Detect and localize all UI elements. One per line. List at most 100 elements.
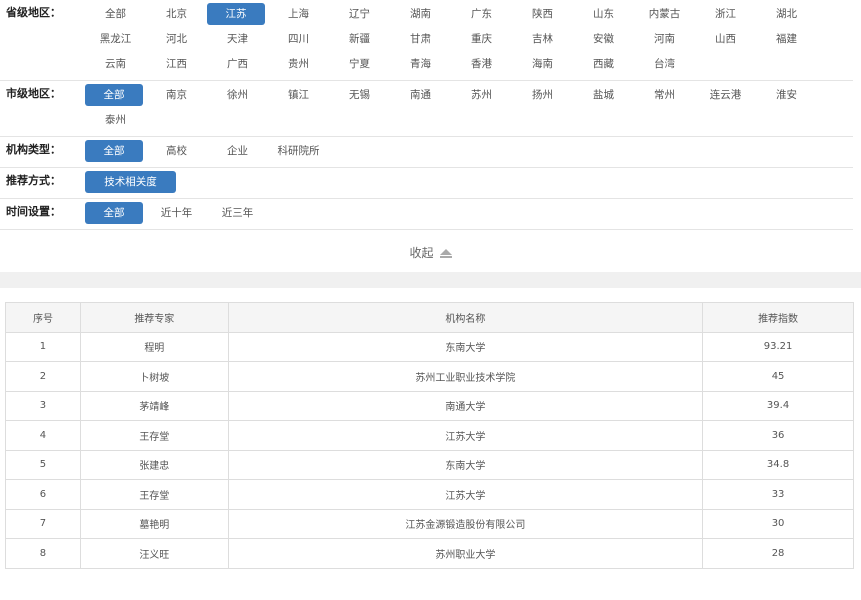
filter-option[interactable]: 天津: [227, 33, 248, 45]
filter-option[interactable]: 淮安: [776, 89, 797, 101]
table-row[interactable]: 5 张建忠 东南大学 34.8: [5, 449, 854, 480]
table-row[interactable]: 1 程明 东南大学 93.21: [5, 331, 854, 362]
table-cell: 苏州职业大学: [227, 538, 704, 569]
filter-option[interactable]: 内蒙古: [648, 8, 681, 20]
filter-option[interactable]: 近三年: [221, 207, 254, 219]
filter-option[interactable]: 苏州: [471, 89, 492, 101]
table-cell: 36: [702, 420, 854, 451]
table-cell: 王存堂: [79, 420, 229, 451]
filter-option[interactable]: 盐城: [593, 89, 614, 101]
filter-option[interactable]: 重庆: [471, 33, 492, 45]
table-cell: 5: [5, 449, 81, 480]
filter-option[interactable]: 浙江: [715, 8, 736, 20]
table-row[interactable]: 4 王存堂 江苏大学 36: [5, 420, 854, 451]
table-row[interactable]: 7 墓艳明 江苏金源锻造股份有限公司 30: [5, 508, 854, 539]
filter-option[interactable]: 企业: [227, 145, 248, 157]
table-cell: 张建忠: [79, 449, 229, 480]
table-row[interactable]: 3 茅靖峰 南通大学 39.4: [5, 390, 854, 421]
table-cell: 程明: [79, 331, 229, 362]
filter-option[interactable]: 南通: [410, 89, 431, 101]
filter-option[interactable]: 全部: [85, 202, 143, 224]
filter-option[interactable]: 常州: [654, 89, 675, 101]
filter-option[interactable]: 西藏: [593, 58, 614, 70]
table-row[interactable]: 6 王存堂 江苏大学 33: [5, 479, 854, 510]
table-cell: 茅靖峰: [79, 390, 229, 421]
filter-option[interactable]: 上海: [288, 8, 309, 20]
collapse-label: 收起: [409, 246, 434, 260]
table-cell: 45: [702, 361, 854, 392]
filter-option[interactable]: 镇江: [288, 89, 309, 101]
table-cell: 7: [5, 508, 81, 539]
filter-option[interactable]: 全部: [105, 8, 126, 20]
filter-option[interactable]: 全部: [85, 84, 143, 106]
filter-option[interactable]: 广东: [471, 8, 492, 20]
table-cell: 苏州工业职业技术学院: [227, 361, 704, 392]
column-header[interactable]: 推荐指数: [702, 302, 854, 333]
filter-option[interactable]: 技术相关度: [85, 171, 176, 193]
table-cell: 东南大学: [227, 331, 704, 362]
filter-option[interactable]: 宁夏: [349, 58, 370, 70]
filter-option[interactable]: 湖南: [410, 8, 431, 20]
filter-option[interactable]: 近十年: [160, 207, 193, 219]
filter-option[interactable]: 江西: [166, 58, 187, 70]
table-cell: 墓艳明: [79, 508, 229, 539]
table-cell: 30: [702, 508, 854, 539]
filter-label: 省级地区：: [6, 6, 61, 19]
filter-option[interactable]: 高校: [166, 145, 187, 157]
filter-option[interactable]: 徐州: [227, 89, 248, 101]
table-row[interactable]: 8 汪义旺 苏州职业大学 28: [5, 538, 854, 569]
filter-option[interactable]: 北京: [166, 8, 187, 20]
filter-time: 时间设置： 全部 近十年 近三年: [0, 199, 853, 230]
filter-option[interactable]: 山东: [593, 8, 614, 20]
filter-option[interactable]: 甘肃: [410, 33, 431, 45]
expert-table: 序号 推荐专家 机构名称 推荐指数 1 程明 东南大学 93.21 2 卜树坡 苏州工业职业技术学…: [5, 302, 854, 569]
filter-option[interactable]: 安徽: [593, 33, 614, 45]
filter-option[interactable]: 江苏: [207, 3, 265, 25]
filter-option[interactable]: 云南: [105, 58, 126, 70]
table-cell: 93.21: [702, 331, 854, 362]
filter-option[interactable]: 科研院所: [277, 145, 320, 157]
filter-option[interactable]: 全部: [85, 140, 143, 162]
table-cell: 28: [702, 538, 854, 569]
table-cell: 江苏大学: [227, 479, 704, 510]
filter-option[interactable]: 海南: [532, 58, 553, 70]
filter-option[interactable]: 新疆: [349, 33, 370, 45]
filter-option[interactable]: 吉林: [532, 33, 553, 45]
filter-option[interactable]: 贵州: [288, 58, 309, 70]
filter-option[interactable]: 湖北: [776, 8, 797, 20]
table-header-row: 序号 推荐专家 机构名称 推荐指数: [5, 302, 854, 333]
column-header[interactable]: 机构名称: [227, 302, 704, 333]
filter-option[interactable]: 香港: [471, 58, 492, 70]
filter-option[interactable]: 河北: [166, 33, 187, 45]
column-header[interactable]: 推荐专家: [79, 302, 229, 333]
filter-label: 推荐方式：: [6, 174, 61, 187]
table-cell: 34.8: [702, 449, 854, 480]
filter-option[interactable]: 黑龙江: [99, 33, 132, 45]
filter-option[interactable]: 无锡: [349, 89, 370, 101]
filter-option[interactable]: 青海: [410, 58, 431, 70]
filter-option[interactable]: 河南: [654, 33, 675, 45]
filter-method: 推荐方式： 技术相关度: [0, 168, 853, 199]
filter-option[interactable]: 广西: [227, 58, 248, 70]
table-cell: 8: [5, 538, 81, 569]
table-cell: 江苏金源锻造股份有限公司: [227, 508, 704, 539]
filter-label: 机构类型：: [6, 143, 61, 156]
filter-option[interactable]: 扬州: [532, 89, 553, 101]
filter-option[interactable]: 陕西: [532, 8, 553, 20]
table-cell: 6: [5, 479, 81, 510]
collapse-button[interactable]: 收起: [0, 230, 861, 272]
collapse-up-icon: [439, 248, 452, 258]
filter-option[interactable]: 福建: [776, 33, 797, 45]
filter-option[interactable]: 连云港: [709, 89, 742, 101]
column-header[interactable]: 序号: [5, 302, 81, 333]
filter-option[interactable]: 四川: [288, 33, 309, 45]
table-cell: 东南大学: [227, 449, 704, 480]
filter-option[interactable]: 台湾: [654, 58, 675, 70]
table-row[interactable]: 2 卜树坡 苏州工业职业技术学院 45: [5, 361, 854, 392]
filter-option[interactable]: 辽宁: [349, 8, 370, 20]
filter-panel: 省级地区： 全部 北京 江苏 上海 辽宁 湖南 广东 陕西 山东 内蒙古 浙江 湖北黑龙江 河北 天津 四川 新…: [0, 0, 861, 230]
filter-option[interactable]: 山西: [715, 33, 736, 45]
filter-label: 时间设置：: [6, 205, 61, 218]
filter-option[interactable]: 泰州: [105, 114, 126, 126]
filter-option[interactable]: 南京: [166, 89, 187, 101]
